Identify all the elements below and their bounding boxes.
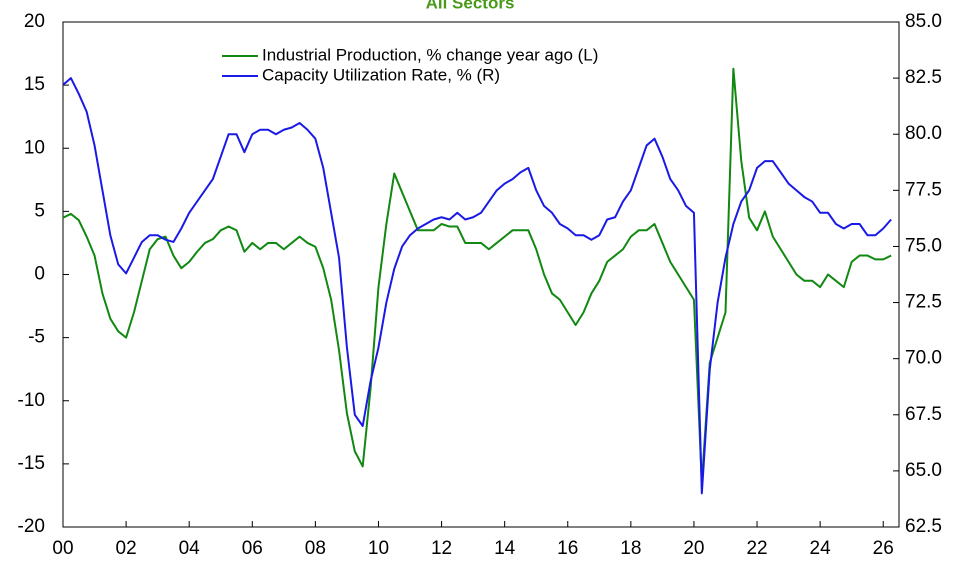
chart-title: All Sectors [426, 0, 515, 12]
plot-frame [62, 21, 900, 528]
y-tick-label: -5 [28, 327, 45, 348]
y-tick-label: -10 [18, 390, 45, 411]
y-tick-label: -15 [18, 453, 45, 474]
series-line [62, 67, 892, 484]
y-tick-label: 0 [34, 264, 45, 285]
y-tick-label: 20 [24, 11, 45, 32]
x-tick-label: 20 [683, 538, 704, 559]
x-tick-label: 08 [305, 538, 326, 559]
legend-label: Capacity Utilization Rate, % (R) [262, 65, 500, 84]
x-tick-label: 14 [494, 538, 516, 559]
x-tick-label: 12 [431, 538, 452, 559]
series-line [62, 77, 892, 495]
x-tick-label: 24 [810, 538, 832, 559]
x-tick-label: 10 [368, 538, 389, 559]
x-tick-label: 06 [242, 538, 263, 559]
y2-tick-label: 82.5 [905, 67, 942, 88]
y2-tick-label: 85.0 [905, 11, 942, 32]
y2-tick-label: 75.0 [905, 235, 942, 256]
legend-label: Industrial Production, % change year ago… [262, 45, 598, 64]
y-tick-label: 10 [24, 137, 45, 158]
y2-tick-label: 70.0 [905, 348, 942, 369]
y2-tick-label: 72.5 [905, 292, 942, 313]
x-tick-label: 00 [52, 538, 73, 559]
y2-tick-label: 77.5 [905, 179, 942, 200]
y2-tick-label: 67.5 [905, 404, 942, 425]
x-tick-label: 02 [116, 538, 137, 559]
x-tick-label: 22 [746, 538, 767, 559]
y2-tick-label: 80.0 [905, 123, 942, 144]
y-tick-label: -20 [18, 516, 45, 537]
x-tick-label: 04 [179, 538, 201, 559]
x-tick-label: 18 [620, 538, 641, 559]
y-tick-label: 15 [24, 74, 45, 95]
x-tick-label: 16 [557, 538, 578, 559]
y-tick-label: 5 [34, 200, 45, 221]
y2-tick-label: 65.0 [905, 460, 942, 481]
y2-tick-label: 62.5 [905, 516, 942, 537]
x-tick-label: 26 [873, 538, 894, 559]
